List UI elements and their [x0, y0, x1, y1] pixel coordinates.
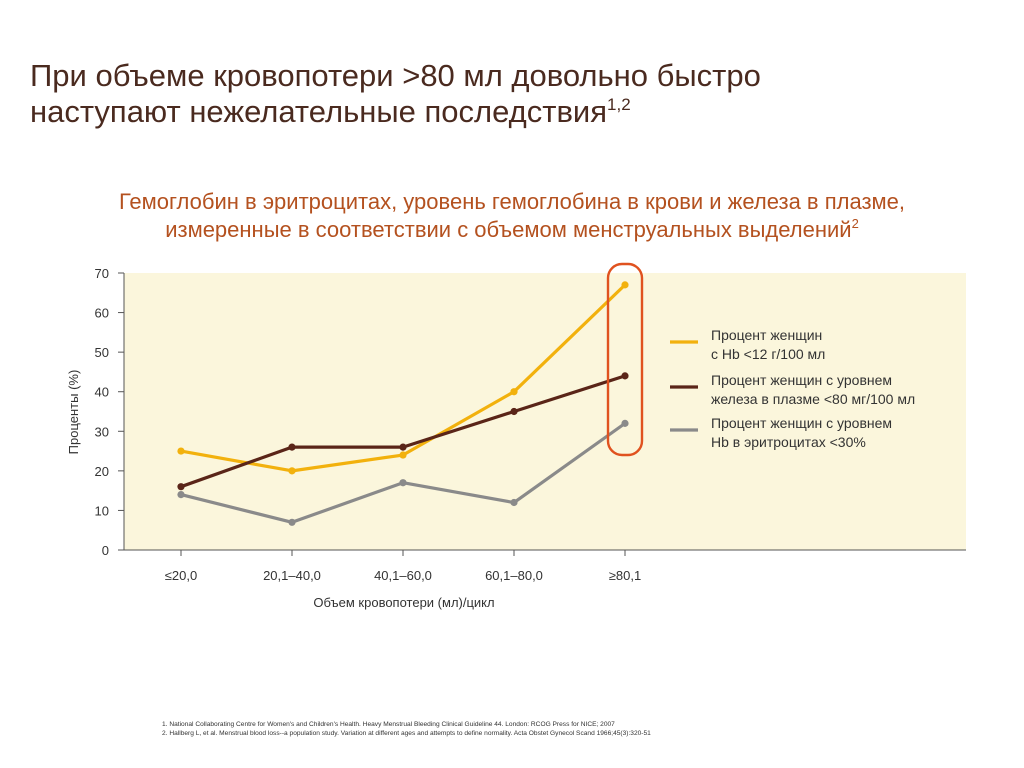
legend-label-3-line2: Hb в эритроцитах <30% [711, 434, 866, 450]
legend-label-3: Процент женщин с уровнем [711, 415, 892, 431]
reference-1: 1. National Collaborating Centre for Wom… [162, 721, 615, 728]
x-tick-label: ≤20,0 [165, 568, 197, 583]
x-tick-label: 40,1–60,0 [374, 568, 432, 583]
x-axis-ticks: ≤20,0 20,1–40,0 40,1–60,0 60,1–80,0 ≥80,1 [165, 550, 641, 583]
legend-label-2-line2: железа в плазме <80 мг/100 мл [711, 391, 915, 407]
x-axis-label: Объем кровопотери (мл)/цикл [313, 595, 494, 610]
slide-title: При объеме кровопотери >80 мл довольно б… [30, 58, 1010, 130]
chart-title-line2: измеренные в соответствии с объемом менс… [165, 217, 852, 242]
references: 1. National Collaborating Centre for Wom… [162, 720, 651, 738]
y-tick-label: 40 [95, 385, 109, 400]
y-tick-label: 0 [102, 543, 109, 558]
data-point [399, 443, 407, 451]
legend: Процент женщин с Hb <12 г/100 мл Процент ж… [670, 327, 915, 450]
data-point [399, 451, 407, 459]
plot-area [124, 273, 966, 550]
chart-title: Гемоглобин в эритроцитах, уровень гемогл… [0, 188, 1024, 244]
data-point [621, 281, 629, 289]
series-group [177, 281, 629, 526]
highlight-box [606, 262, 644, 457]
data-point [510, 407, 518, 416]
legend-label-1-line2: с Hb <12 г/100 мл [711, 346, 825, 362]
chart-title-line1: Гемоглобин в эритроцитах, уровень гемогл… [118, 189, 906, 214]
y-tick-label: 50 [95, 345, 109, 360]
data-point [177, 491, 185, 499]
slide-title-line2: наступают нежелательные последствия [30, 94, 608, 129]
slide-title-footnote: 1,2 [607, 95, 631, 114]
chart-title-footnote: 2 [851, 216, 859, 231]
data-point [510, 498, 518, 507]
y-tick-label: 70 [95, 266, 109, 281]
x-tick-label: 60,1–80,0 [485, 568, 543, 583]
data-point [288, 443, 296, 451]
data-point [510, 388, 518, 396]
y-axis: 0 10 20 30 40 50 60 70 [95, 266, 125, 558]
legend-label-1: Процент женщин [711, 327, 822, 343]
y-axis-label: Проценты (%) [66, 370, 81, 455]
y-tick-label: 60 [95, 306, 109, 321]
data-point [288, 467, 296, 475]
x-tick-label: ≥80,1 [609, 568, 641, 583]
data-point [177, 447, 185, 455]
data-point [177, 483, 185, 491]
data-point [621, 372, 629, 380]
y-tick-label: 20 [95, 464, 109, 479]
legend-label-2: Процент женщин с уровнем [711, 372, 892, 388]
data-point [399, 479, 407, 487]
y-tick-label: 30 [95, 424, 109, 439]
reference-2: 2. Hallberg L, et al. Menstrual blood lo… [162, 730, 651, 737]
data-point [288, 518, 296, 526]
x-tick-label: 20,1–40,0 [263, 568, 321, 583]
slide-title-line1: При объеме кровопотери >80 мл довольно б… [30, 58, 761, 93]
data-point [621, 419, 629, 427]
y-tick-label: 10 [95, 503, 109, 518]
